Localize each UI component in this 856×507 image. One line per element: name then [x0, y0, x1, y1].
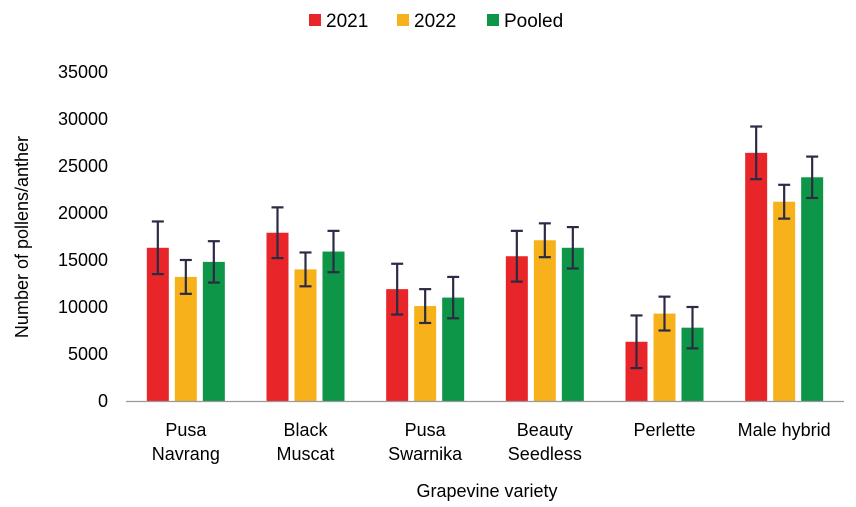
x-tick-label: Beauty Seedless: [508, 420, 582, 464]
x-axis-title: Grapevine variety: [416, 481, 557, 501]
bar-2022: [174, 276, 197, 401]
error-bar: [510, 229, 523, 283]
legend-label: 2021: [326, 11, 368, 32]
y-tick-label: 15000: [58, 250, 108, 270]
y-tick-label: 5000: [68, 344, 108, 364]
error-bar: [658, 295, 671, 332]
error-bar: [299, 251, 312, 288]
bar-2022: [773, 201, 796, 401]
error-bar: [271, 206, 284, 260]
error-bars: [151, 125, 819, 370]
bar-pooled: [681, 327, 704, 401]
bar-2022: [533, 240, 556, 401]
bar-pooled: [801, 177, 824, 401]
x-tick-label: Black Muscat: [276, 420, 334, 464]
legend-item-2021: 2021: [309, 11, 368, 32]
bar-2021: [745, 152, 768, 401]
x-axis-ticks: Pusa Navrang Black Muscat Pusa Swarnika Beauty…: [152, 420, 831, 464]
legend-swatch: [309, 14, 321, 26]
error-bar: [179, 258, 192, 295]
x-tick-label: Male hybrid: [738, 420, 831, 440]
error-bar: [538, 222, 551, 259]
bar-2021: [505, 256, 528, 401]
x-tick-label: Perlette: [633, 420, 695, 440]
bar-2022: [414, 306, 437, 401]
legend-swatch: [397, 14, 409, 26]
bar-pooled: [442, 297, 465, 401]
legend-label: Pooled: [504, 11, 563, 32]
error-bar: [447, 275, 460, 320]
y-tick-label: 35000: [58, 62, 108, 82]
bar-pooled: [202, 261, 225, 401]
y-tick-label: 30000: [58, 109, 108, 129]
y-tick-label: 0: [98, 391, 108, 411]
error-bar: [778, 183, 791, 220]
bar-pooled: [561, 247, 584, 401]
legend-label: 2022: [414, 11, 456, 32]
bar-pooled: [322, 251, 345, 401]
error-bar: [151, 220, 164, 276]
error-bar: [750, 125, 763, 181]
error-bar: [566, 226, 579, 270]
y-tick-label: 25000: [58, 156, 108, 176]
y-axis-title: Number of pollens/anther: [12, 136, 32, 338]
bar-2021: [146, 247, 169, 401]
error-bar: [207, 240, 220, 284]
error-bar: [686, 305, 699, 350]
error-bar: [391, 262, 404, 316]
error-bar: [630, 314, 643, 370]
bar-2022: [294, 269, 317, 401]
x-tick-label: Pusa Navrang: [152, 420, 220, 464]
error-bar: [806, 155, 819, 200]
error-bar: [327, 229, 340, 274]
legend-item-2022: 2022: [397, 11, 456, 32]
bar-2021: [625, 341, 648, 401]
bar-2022: [653, 313, 676, 401]
bar-2021: [386, 289, 409, 401]
y-axis-ticks: 0 5000 10000 15000 20000 25000 30000 35000: [58, 62, 108, 411]
y-tick-label: 20000: [58, 203, 108, 223]
error-bar: [419, 288, 432, 325]
y-tick-label: 10000: [58, 297, 108, 317]
legend-swatch: [487, 14, 499, 26]
bar-2021: [266, 232, 289, 401]
legend-item-pooled: Pooled: [487, 11, 563, 32]
bars: [146, 152, 824, 401]
legend: 2021 2022 Pooled: [309, 11, 563, 32]
x-tick-label: Pusa Swarnika: [388, 420, 463, 464]
